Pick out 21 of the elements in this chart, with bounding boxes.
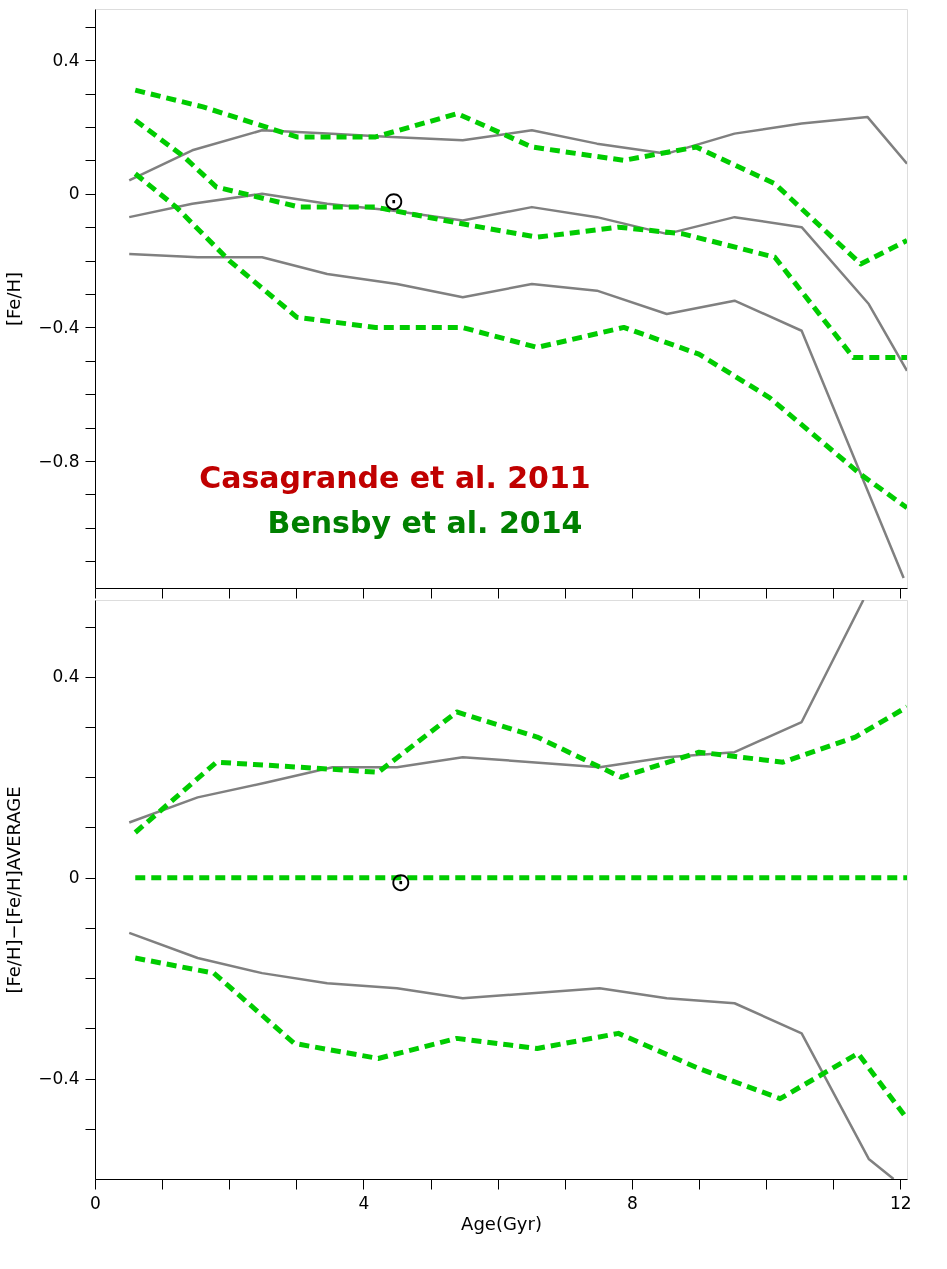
y-tick-label: 0 [68,867,80,888]
x-axis-title: Age(Gyr) [461,1212,542,1234]
x-tick-label: 12 [889,1192,912,1213]
x-tick-label: 8 [626,1192,638,1213]
line-series [127,600,865,824]
x-tick-label: 4 [358,1192,370,1213]
y-tick-label: 0 [68,183,80,204]
line-series [127,931,895,1179]
annotation: Casagrande et al. 2011 [199,460,591,495]
annotation: ⊙ [383,186,405,216]
y-tick-label: −0.8 [38,450,80,471]
y-tick-label: −0.4 [38,316,80,337]
line-series [127,252,905,580]
y-tick-label: 0.4 [52,666,80,687]
annotation: Bensby et al. 2014 [267,505,583,540]
y-tick-label: 0.4 [52,49,80,70]
line-series [127,115,907,182]
y-tick-label: −0.4 [38,1068,80,1089]
y-axis-title: [Fe/H] [3,271,25,327]
x-tick-label: 0 [90,1192,101,1213]
y-axis-title: [Fe/H]−[Fe/H]AVERAGE [3,786,25,994]
